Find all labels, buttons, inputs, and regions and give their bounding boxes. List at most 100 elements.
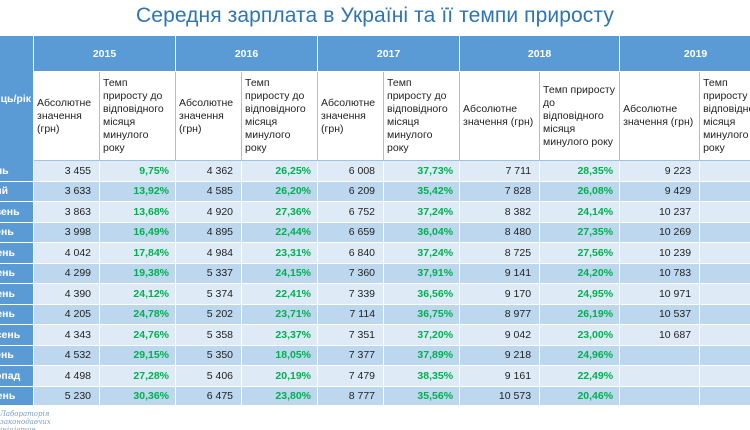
- growth-rate-cell: 13,92%: [100, 181, 177, 202]
- growth-rate-cell: 20,46%: [540, 386, 621, 405]
- abs-value-cell: 5 337: [176, 263, 243, 284]
- growth-rate-header: Темп приросту до відповідного місяця мин…: [540, 72, 621, 161]
- year-header: 2019: [620, 36, 750, 72]
- abs-value-cell: 7 339: [318, 284, 385, 305]
- abs-value-cell: 5 202: [176, 304, 243, 325]
- abs-value-cell: 3 863: [34, 202, 100, 223]
- growth-rate-cell: 19,38%: [100, 263, 177, 284]
- growth-rate-cell: 38,35%: [384, 366, 461, 387]
- abs-value-cell: [620, 386, 701, 405]
- abs-value-header: Абсолютне значення (грн): [318, 72, 385, 161]
- abs-value-cell: 4 984: [176, 243, 243, 264]
- growth-rate-header: Темп приросту до відповідного місяця мин…: [384, 72, 461, 161]
- growth-rate-cell: 23,31%: [242, 243, 319, 264]
- abs-value-cell: 10 687: [620, 325, 701, 346]
- abs-value-cell: 7 479: [318, 366, 385, 387]
- year-header: 2017: [318, 36, 461, 72]
- abs-value-cell: 8 382: [460, 202, 541, 223]
- abs-value-cell: 4 362: [176, 161, 243, 182]
- abs-value-cell: 4 343: [34, 325, 100, 346]
- month-cell: тень: [0, 345, 34, 366]
- abs-value-header: Абсолютне значення (грн): [620, 72, 701, 161]
- abs-value-cell: 4 390: [34, 284, 100, 305]
- abs-value-cell: 9 218: [460, 345, 541, 366]
- corner-header: ць/рік: [0, 36, 34, 161]
- growth-rate-cell: 37,73%: [384, 161, 461, 182]
- growth-rate-cell: 18: [700, 325, 750, 346]
- month-cell: тень: [0, 222, 34, 243]
- growth-rate-cell: 22,44%: [242, 222, 319, 243]
- abs-value-cell: 10 971: [620, 284, 701, 305]
- abs-value-cell: 7 711: [460, 161, 541, 182]
- growth-rate-cell: 36,56%: [384, 284, 461, 305]
- growth-rate-cell: 13,68%: [100, 202, 177, 223]
- abs-value-header: Абсолютне значення (грн): [176, 72, 243, 161]
- growth-rate-cell: 29,15%: [100, 345, 177, 366]
- abs-value-cell: 4 585: [176, 181, 243, 202]
- growth-rate-cell: 24,76%: [100, 325, 177, 346]
- abs-value-cell: 4 532: [34, 345, 100, 366]
- growth-rate-cell: 20,19%: [242, 366, 319, 387]
- abs-value-cell: 4 299: [34, 263, 100, 284]
- abs-value-cell: 5 350: [176, 345, 243, 366]
- growth-rate-cell: 36,75%: [384, 304, 461, 325]
- growth-rate-header: Темп приросту до відповідного місяця мин…: [700, 72, 750, 161]
- growth-rate-cell: 24,15%: [242, 263, 319, 284]
- growth-rate-header: Темп приросту до відповідного місяця мин…: [100, 72, 177, 161]
- abs-value-cell: 9 161: [460, 366, 541, 387]
- abs-value-cell: 7 360: [318, 263, 385, 284]
- growth-rate-cell: [700, 386, 750, 405]
- abs-value-cell: 4 498: [34, 366, 100, 387]
- growth-rate-cell: 17,84%: [100, 243, 177, 264]
- abs-value-cell: 8 725: [460, 243, 541, 264]
- year-header-row: ць/рік 2015 2016 2017 2018 2019: [0, 36, 750, 161]
- abs-value-cell: 7 828: [460, 181, 541, 202]
- abs-value-cell: 6 659: [318, 222, 385, 243]
- growth-rate-cell: 28,35%: [540, 161, 621, 182]
- growth-rate-cell: 27,35%: [540, 222, 621, 243]
- abs-value-cell: 8 777: [318, 386, 385, 405]
- growth-rate-cell: 17: [700, 304, 750, 325]
- growth-rate-cell: 26,25%: [242, 161, 319, 182]
- growth-rate-cell: 16,49%: [100, 222, 177, 243]
- growth-rate-cell: 37,24%: [384, 243, 461, 264]
- abs-value-cell: 6 475: [176, 386, 243, 405]
- abs-value-cell: 5 358: [176, 325, 243, 346]
- growth-rate-cell: 24,78%: [100, 304, 177, 325]
- growth-rate-cell: 9,75%: [100, 161, 177, 182]
- abs-value-cell: 5 374: [176, 284, 243, 305]
- abs-value-cell: 10 573: [460, 386, 541, 405]
- growth-rate-cell: 19: [700, 161, 750, 182]
- abs-value-cell: 4 205: [34, 304, 100, 325]
- growth-rate-cell: 17: [700, 243, 750, 264]
- abs-value-cell: 8 480: [460, 222, 541, 243]
- growth-rate-cell: 18,05%: [242, 345, 319, 366]
- abs-value-cell: 10 239: [620, 243, 701, 264]
- abs-value-header: Абсолютне значення (грн): [460, 72, 541, 161]
- month-cell: вень: [0, 263, 34, 284]
- growth-rate-cell: 27,28%: [100, 366, 177, 387]
- growth-rate-cell: 24,96%: [540, 345, 621, 366]
- abs-value-cell: 6 840: [318, 243, 385, 264]
- abs-value-cell: 5 230: [34, 386, 100, 405]
- abs-value-cell: 6 008: [318, 161, 385, 182]
- logo-text: Лабораторія законодавчих ініціатив: [0, 410, 51, 430]
- abs-value-cell: 9 042: [460, 325, 541, 346]
- growth-rate-cell: 19: [700, 284, 750, 305]
- growth-rate-cell: 21: [700, 222, 750, 243]
- growth-rate-cell: 23,00%: [540, 325, 621, 346]
- growth-rate-cell: 22,41%: [242, 284, 319, 305]
- growth-rate-cell: 24,20%: [540, 263, 621, 284]
- growth-rate-cell: 36,04%: [384, 222, 461, 243]
- month-cell: вень: [0, 243, 34, 264]
- growth-rate-cell: [700, 366, 750, 387]
- growth-rate-cell: 24,12%: [100, 284, 177, 305]
